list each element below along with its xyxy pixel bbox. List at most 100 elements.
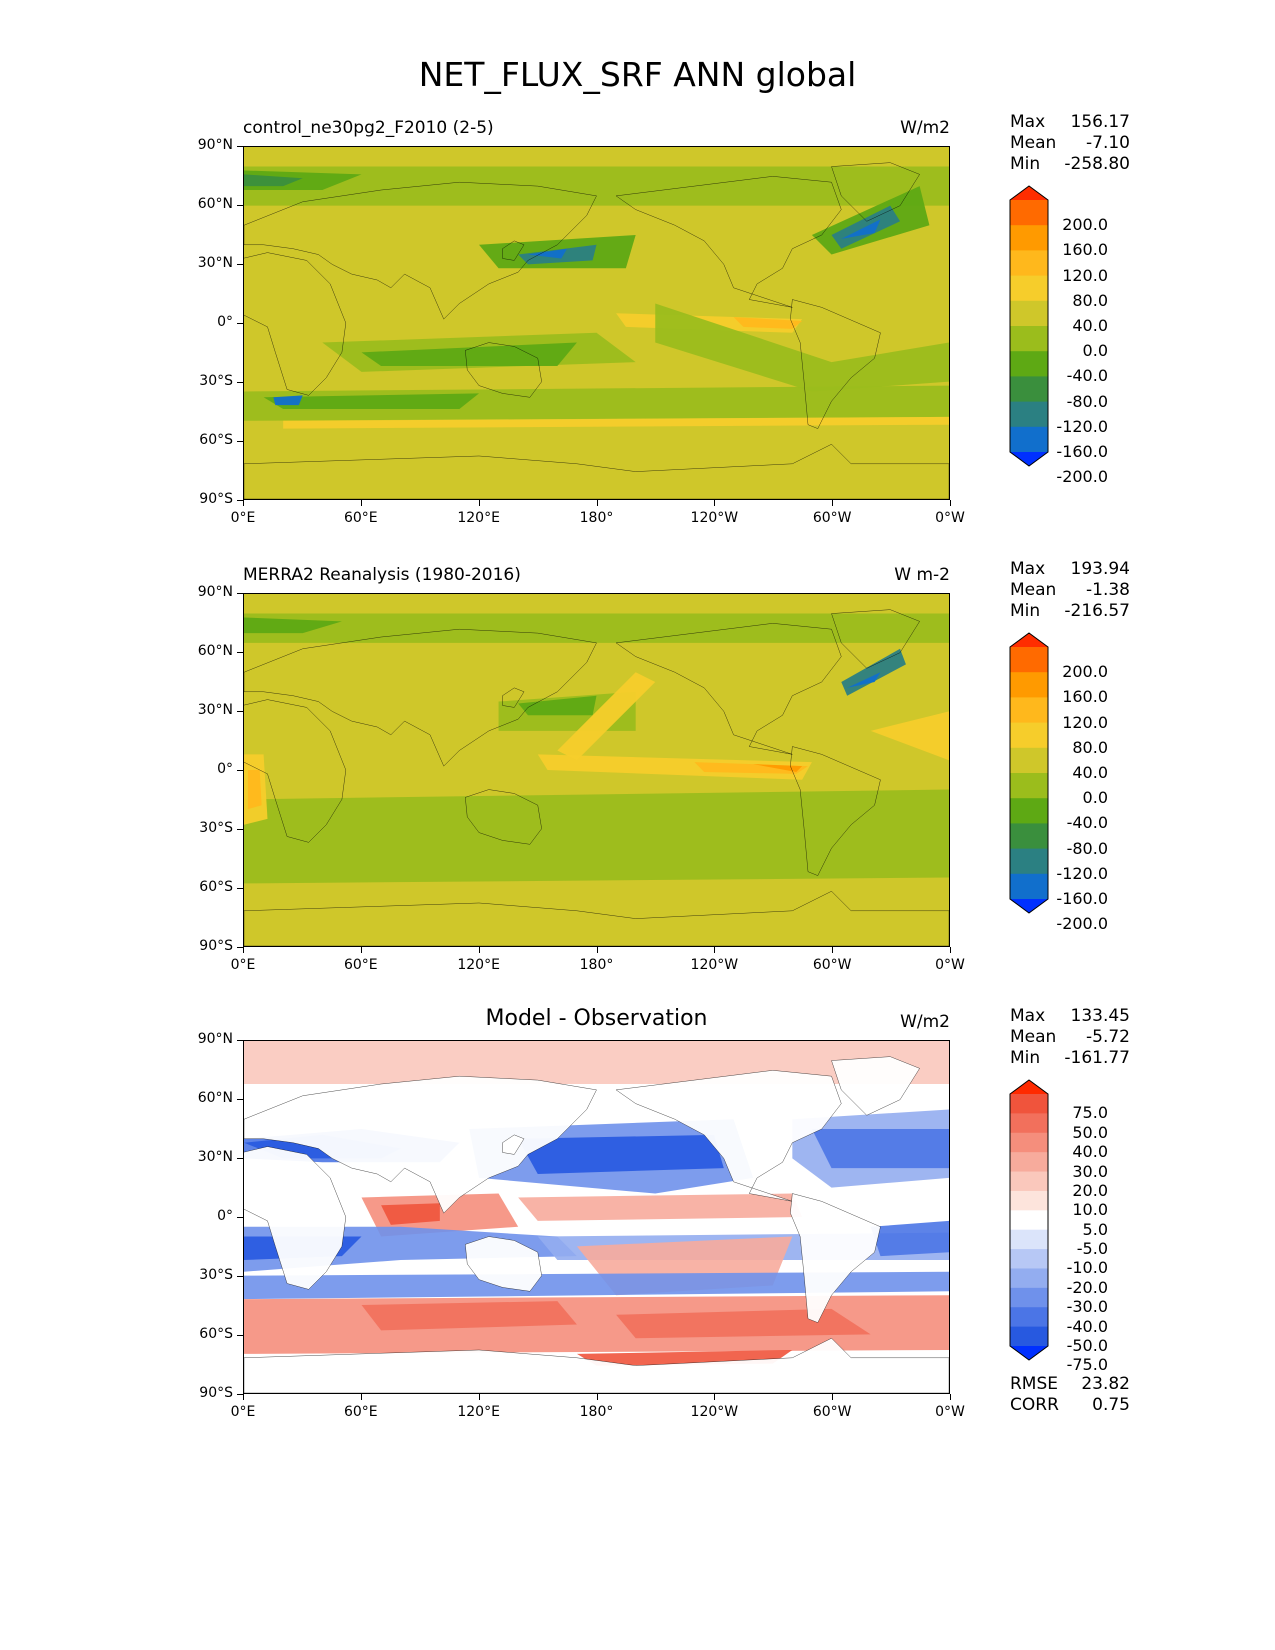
lat-tick-mark (237, 829, 243, 830)
field-region-15 (244, 1271, 949, 1300)
lon-tick-mark (832, 500, 834, 506)
stat-value-mean: -1.38 (1086, 580, 1130, 600)
colorbar-outline (1009, 185, 1049, 467)
colorbar-tick-label: 40.0 (1072, 316, 1108, 335)
stat-label-max: Max (1010, 559, 1046, 579)
colorbar-tick-label: 0.0 (1082, 341, 1108, 361)
lon-tick-label: 60°W (812, 957, 852, 973)
colorbar-outline (1009, 1079, 1049, 1361)
colorbar-tick-label: -200.0 (1056, 914, 1108, 934)
stat-value-corr: 0.75 (1092, 1395, 1130, 1415)
lat-tick-label: 90°S (199, 1385, 233, 1401)
lat-tick-label: 60°N (197, 643, 233, 659)
colorbar-segment (1010, 1094, 1048, 1114)
colorbar-segment (1010, 1229, 1048, 1250)
panel-title: control_ne30pg2_F2010 (2-5) (243, 118, 494, 138)
colorbar-tick-label: -80.0 (1066, 391, 1108, 411)
lon-tick-label: 60°W (812, 1404, 852, 1420)
lat-tick-mark (237, 441, 243, 442)
colorbar-segment (1010, 351, 1048, 377)
colorbar-segment (1010, 697, 1048, 724)
coastline-japan (503, 1135, 525, 1155)
colorbar-tick-label: -10.0 (1066, 1258, 1108, 1278)
colorbar-tick-label: -160.0 (1056, 889, 1108, 908)
lat-tick-label: 60°S (199, 879, 233, 895)
field-region-8 (381, 1203, 440, 1225)
lat-tick-label: 90°N (197, 1031, 233, 1047)
colorbar-tick-label: 20.0 (1072, 1180, 1108, 1200)
lon-tick-label: 0°E (230, 510, 256, 526)
coastline-antarctica (244, 1338, 949, 1393)
colorbar-segment (1010, 1326, 1048, 1347)
coastline-south-america (790, 747, 880, 876)
colorbar-tick-label: -40.0 (1066, 813, 1108, 833)
colorbar-extend-top (1010, 186, 1048, 200)
stat-label-corr: CORR (1010, 1395, 1059, 1415)
colorbar-segment (1010, 1307, 1048, 1328)
lon-tick-label: 0°W (935, 957, 965, 973)
colorbar-tick-label: -200.0 (1056, 467, 1108, 487)
lat-tick-label: 30°N (197, 1149, 233, 1165)
lon-tick-mark (360, 500, 362, 506)
lat-tick-label: 60°S (199, 432, 233, 448)
lat-tick-mark (237, 205, 243, 206)
colorbar-segment (1010, 300, 1048, 327)
coastline-north-america (616, 176, 841, 307)
field-region-17 (655, 303, 949, 392)
lat-tick-mark (237, 1276, 243, 1277)
colorbar-tick-label: 80.0 (1072, 290, 1108, 310)
colorbar (1009, 1079, 1049, 1361)
lat-tick-label: 30°S (199, 1267, 233, 1283)
lat-tick-label: 90°S (199, 938, 233, 954)
coastline-north-america (616, 1070, 841, 1201)
colorbar-segment (1010, 1190, 1048, 1211)
lon-tick-mark (596, 947, 598, 953)
coastline-greenland (832, 163, 920, 222)
stat-label-mean: Mean (1010, 133, 1057, 153)
stat-value-max: 193.94 (1070, 559, 1130, 579)
lat-tick-mark (237, 1099, 243, 1100)
lon-tick-mark (478, 947, 480, 953)
coastline-antarctica (244, 891, 949, 946)
colorbar-tick-label: 120.0 (1062, 265, 1108, 285)
lon-tick-mark (832, 947, 834, 953)
coastline-africa (244, 1147, 346, 1290)
panel-title: MERRA2 Reanalysis (1980-2016) (243, 565, 521, 585)
colorbar-tick-label: 160.0 (1062, 687, 1108, 707)
lat-tick-mark (237, 1217, 243, 1218)
field-region-9 (518, 1193, 803, 1221)
stat-value-mean: -5.72 (1086, 1027, 1130, 1047)
lon-tick-mark (596, 1394, 598, 1400)
map-field-2 (244, 594, 949, 946)
lon-tick-label: 180° (579, 510, 614, 526)
lat-tick-mark (237, 1394, 243, 1395)
coastline-greenland (832, 1057, 920, 1116)
coastline-japan (503, 241, 525, 261)
colorbar-segment (1010, 848, 1048, 875)
lon-tick-label: 60°W (812, 510, 852, 526)
colorbar-tick-label: -120.0 (1056, 416, 1108, 436)
colorbar-tick-label: -50.0 (1066, 1336, 1108, 1355)
lat-tick-label: 60°S (199, 1326, 233, 1342)
colorbar (1009, 185, 1049, 467)
lat-tick-mark (237, 323, 243, 324)
colorbar (1009, 632, 1049, 914)
colorbar-segment (1010, 200, 1048, 226)
stat-value-max: 133.45 (1070, 1006, 1130, 1026)
colorbar-segment (1010, 672, 1048, 698)
lon-tick-mark (714, 1394, 716, 1400)
colorbar-segment (1010, 1249, 1048, 1269)
lat-tick-label: 90°N (197, 137, 233, 153)
map-field-1 (244, 147, 949, 499)
field-region-4 (361, 342, 577, 367)
field-region-4 (518, 1134, 724, 1174)
lat-tick-label: 30°S (199, 820, 233, 836)
coastline-africa (244, 253, 346, 396)
field-region-9 (527, 248, 568, 259)
field-region-17 (361, 1301, 577, 1331)
coastline-australia (465, 343, 541, 398)
colorbar-segment (1010, 401, 1048, 428)
lat-tick-mark (237, 264, 243, 265)
colorbar-extend-bottom (1010, 899, 1048, 913)
lon-tick-label: 0°W (935, 1404, 965, 1420)
